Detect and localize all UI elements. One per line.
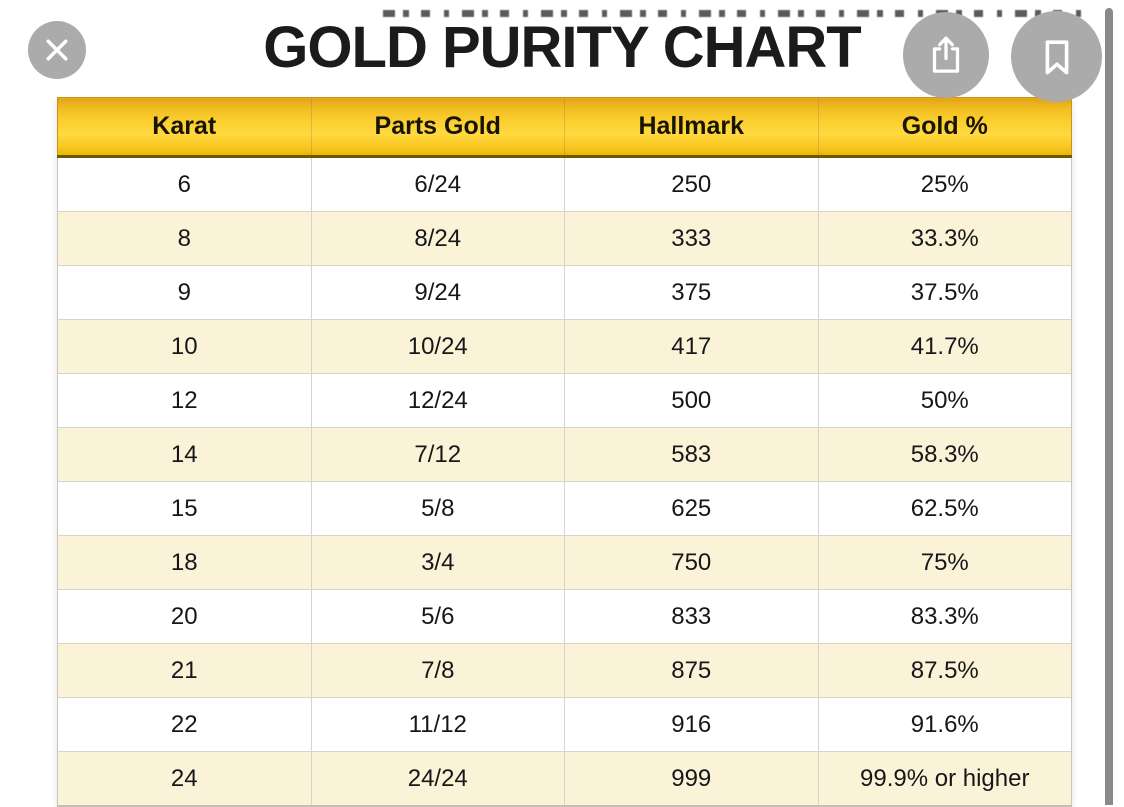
share-button[interactable] (903, 12, 989, 98)
cell-karat: 21 (57, 643, 311, 698)
column-header-gold-percent: Gold % (817, 97, 1072, 158)
table-header-row: Karat Parts Gold Hallmark Gold % (57, 97, 1072, 158)
cell-parts-gold: 5/6 (310, 589, 565, 644)
column-header-karat: Karat (57, 97, 311, 158)
cropped-text-fragments (383, 10, 1085, 17)
table-row: 12 12/24 500 50% (57, 373, 1072, 428)
cell-karat: 15 (57, 481, 311, 536)
cell-karat: 6 (57, 156, 311, 212)
cell-gold-percent: 91.6% (817, 697, 1072, 752)
cell-hallmark: 875 (564, 643, 818, 698)
cell-gold-percent: 25% (817, 156, 1072, 212)
cell-karat: 18 (57, 535, 311, 590)
table-row: 20 5/6 833 83.3% (57, 589, 1072, 644)
cell-karat: 14 (57, 427, 311, 482)
cell-parts-gold: 11/12 (310, 697, 565, 752)
cell-gold-percent: 99.9% or higher (817, 751, 1072, 807)
cell-gold-percent: 58.3% (817, 427, 1072, 482)
cell-hallmark: 999 (564, 751, 818, 807)
cell-parts-gold: 9/24 (310, 265, 565, 320)
table-row: 21 7/8 875 87.5% (57, 643, 1072, 698)
cell-karat: 20 (57, 589, 311, 644)
table-row: 18 3/4 750 75% (57, 535, 1072, 590)
cell-gold-percent: 75% (817, 535, 1072, 590)
cell-hallmark: 250 (564, 156, 818, 212)
cell-hallmark: 417 (564, 319, 818, 374)
cell-parts-gold: 12/24 (310, 373, 565, 428)
cell-gold-percent: 83.3% (817, 589, 1072, 644)
cell-gold-percent: 37.5% (817, 265, 1072, 320)
cell-karat: 9 (57, 265, 311, 320)
cell-parts-gold: 6/24 (310, 156, 565, 212)
cell-hallmark: 750 (564, 535, 818, 590)
cell-hallmark: 583 (564, 427, 818, 482)
cell-karat: 24 (57, 751, 311, 807)
page-title: GOLD PURITY CHART (263, 15, 861, 80)
cell-parts-gold: 10/24 (310, 319, 565, 374)
cell-karat: 10 (57, 319, 311, 374)
cell-karat: 8 (57, 211, 311, 266)
cell-hallmark: 500 (564, 373, 818, 428)
gold-purity-table: Karat Parts Gold Hallmark Gold % 6 6/24 … (57, 97, 1072, 807)
table-row: 22 11/12 916 91.6% (57, 697, 1072, 752)
cell-parts-gold: 7/8 (310, 643, 565, 698)
scrollbar-thumb[interactable] (1105, 8, 1113, 805)
close-icon (42, 35, 72, 65)
table-row: 6 6/24 250 25% (57, 156, 1072, 212)
cell-hallmark: 375 (564, 265, 818, 320)
cell-parts-gold: 24/24 (310, 751, 565, 807)
bookmark-button[interactable] (1011, 11, 1102, 102)
cell-gold-percent: 33.3% (817, 211, 1072, 266)
cell-hallmark: 916 (564, 697, 818, 752)
cell-hallmark: 833 (564, 589, 818, 644)
cell-parts-gold: 8/24 (310, 211, 565, 266)
bookmark-icon (1033, 33, 1081, 81)
table-row: 8 8/24 333 33.3% (57, 211, 1072, 266)
table-row: 15 5/8 625 62.5% (57, 481, 1072, 536)
cell-gold-percent: 50% (817, 373, 1072, 428)
cell-gold-percent: 62.5% (817, 481, 1072, 536)
table-row: 9 9/24 375 37.5% (57, 265, 1072, 320)
cell-hallmark: 625 (564, 481, 818, 536)
cell-gold-percent: 41.7% (817, 319, 1072, 374)
cell-parts-gold: 7/12 (310, 427, 565, 482)
column-header-hallmark: Hallmark (564, 97, 818, 158)
table-row: 10 10/24 417 41.7% (57, 319, 1072, 374)
share-icon (923, 32, 969, 78)
cell-parts-gold: 3/4 (310, 535, 565, 590)
cell-parts-gold: 5/8 (310, 481, 565, 536)
column-header-parts-gold: Parts Gold (310, 97, 565, 158)
cell-gold-percent: 87.5% (817, 643, 1072, 698)
cell-hallmark: 333 (564, 211, 818, 266)
cell-karat: 22 (57, 697, 311, 752)
cell-karat: 12 (57, 373, 311, 428)
close-button[interactable] (28, 21, 86, 79)
table-row: 24 24/24 999 99.9% or higher (57, 751, 1072, 807)
table-row: 14 7/12 583 58.3% (57, 427, 1072, 482)
